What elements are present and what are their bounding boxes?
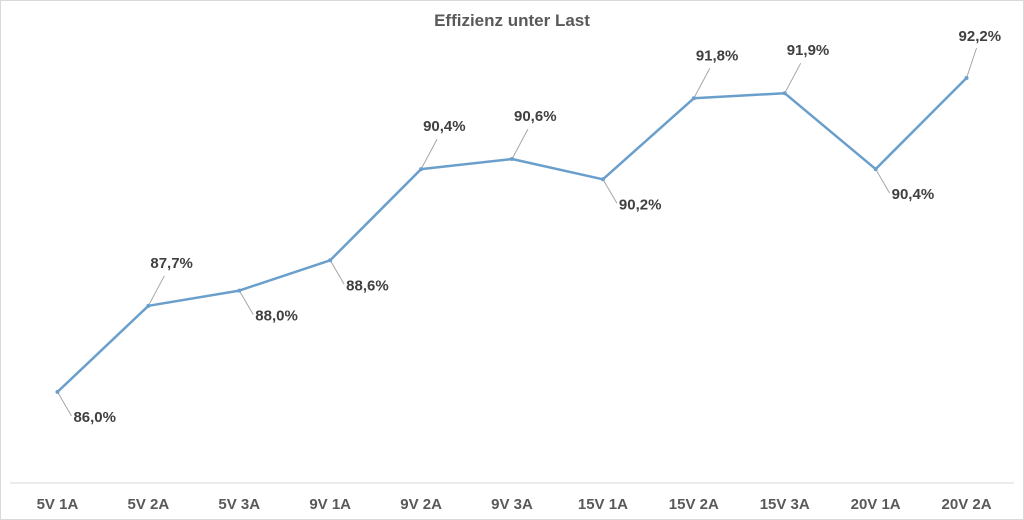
x-tick-label: 9V 2A bbox=[400, 496, 442, 513]
leader-line bbox=[511, 128, 529, 160]
x-tick-label: 9V 3A bbox=[491, 496, 533, 513]
x-tick-label: 15V 1A bbox=[578, 496, 628, 513]
leader-line bbox=[602, 178, 618, 204]
x-tick-label: 5V 1A bbox=[37, 496, 79, 513]
leader-line bbox=[420, 138, 438, 170]
leader-line bbox=[875, 168, 891, 194]
leader-line bbox=[238, 290, 254, 315]
x-tick-label: 5V 3A bbox=[218, 496, 260, 513]
data-point bbox=[237, 288, 242, 293]
data-label: 90,4% bbox=[423, 118, 466, 135]
data-label: 88,0% bbox=[255, 308, 298, 325]
data-point bbox=[146, 303, 151, 308]
leader-line bbox=[693, 68, 711, 99]
data-label: 88,6% bbox=[346, 277, 389, 294]
data-label: 86,0% bbox=[73, 409, 116, 426]
data-labels: 86,0% 87,7% 88,0% 88,6% 90,4% 90,6% 90,2% 91,8%… bbox=[73, 28, 1001, 426]
x-tick-label: 20V 2A bbox=[942, 496, 992, 513]
x-tick-label: 15V 2A bbox=[669, 496, 719, 513]
data-point bbox=[600, 177, 605, 182]
data-label: 91,8% bbox=[696, 47, 739, 64]
leader-line bbox=[784, 62, 802, 94]
data-label: 90,4% bbox=[892, 186, 935, 203]
x-tick-labels: 5V 1A 5V 2A 5V 3A 9V 1A 9V 2A 9V 3A 15V 1A 15V … bbox=[37, 496, 992, 513]
data-point bbox=[510, 157, 514, 161]
data-point bbox=[328, 258, 333, 263]
data-point bbox=[964, 76, 969, 80]
data-point bbox=[419, 167, 424, 172]
data-label: 87,7% bbox=[150, 255, 193, 272]
data-label: 90,2% bbox=[619, 196, 662, 213]
data-label: 91,9% bbox=[787, 42, 830, 59]
x-tick-label: 20V 1A bbox=[851, 496, 901, 513]
x-tick-label: 5V 2A bbox=[128, 496, 170, 513]
leader-line bbox=[329, 259, 345, 285]
leader-line bbox=[57, 391, 72, 417]
data-point bbox=[55, 389, 60, 394]
data-point bbox=[782, 91, 787, 96]
x-tick-label: 15V 3A bbox=[760, 496, 810, 513]
data-label: 92,2% bbox=[959, 28, 1002, 45]
data-point bbox=[873, 167, 878, 172]
data-label: 90,6% bbox=[514, 108, 557, 125]
data-point bbox=[691, 96, 696, 101]
leader-line bbox=[147, 275, 165, 307]
leader-line bbox=[966, 47, 978, 79]
chart-title: Effizienz unter Last bbox=[434, 11, 590, 30]
x-tick-label: 9V 1A bbox=[309, 496, 351, 513]
leader-lines bbox=[57, 47, 978, 417]
series-line-group bbox=[55, 76, 969, 394]
